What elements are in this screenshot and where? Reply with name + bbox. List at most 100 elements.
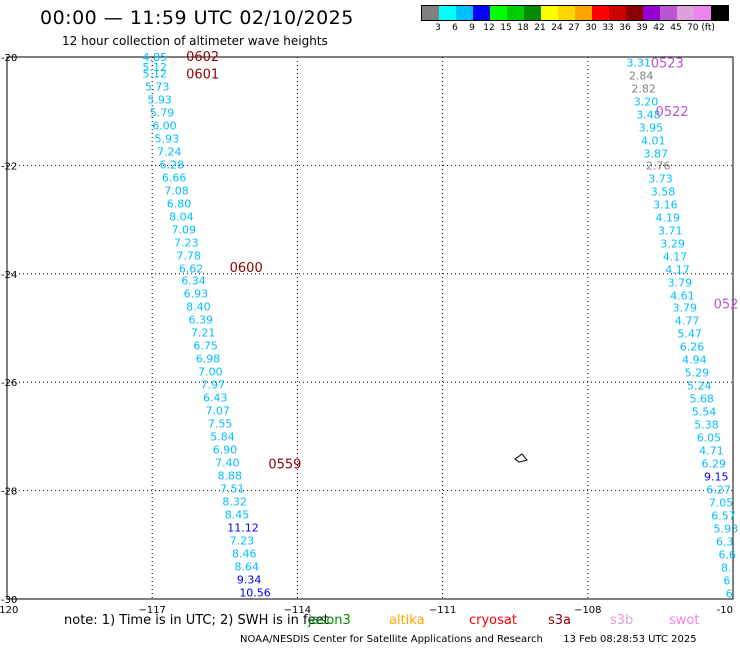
satellite-s3a: s3a xyxy=(548,613,572,628)
legend-swatch xyxy=(711,6,728,20)
legend-swatch xyxy=(490,6,507,20)
lat-tick-label: -28 xyxy=(1,487,17,498)
lon-tick-label: -120 xyxy=(0,605,18,616)
swh-value: 8.46 xyxy=(232,547,257,560)
swh-value: 6.98 xyxy=(196,352,221,365)
map-frame xyxy=(6,56,734,600)
swh-value: 6.90 xyxy=(213,443,238,456)
swh-value: 4.01 xyxy=(641,134,666,147)
legend-swatch xyxy=(643,6,660,20)
lat-tick-label: -26 xyxy=(1,378,17,389)
track-west: 4.855.125.125.735.935.796.005.937.246.28… xyxy=(143,51,271,599)
swh-value: 8. xyxy=(721,562,732,575)
swh-value: 3.95 xyxy=(639,121,664,134)
legend-swatch xyxy=(558,6,575,20)
swh-value: 3.79 xyxy=(673,301,698,314)
swh-value: 7.05 xyxy=(709,497,734,510)
swh-value: 4.19 xyxy=(656,211,681,224)
swh-value: 3.79 xyxy=(668,276,693,289)
legend-swatch xyxy=(473,6,490,20)
swh-value: 5.24 xyxy=(687,379,712,392)
lon-tick-label: −111 xyxy=(429,605,456,616)
swh-value: 11.12 xyxy=(227,521,259,534)
legend-swatch xyxy=(677,6,694,20)
axis-ticks: -120 −117 −114 −111 −108 -10 -20 -22 -24 -26 -28 -3… xyxy=(0,53,733,616)
legend-label: 15 xyxy=(500,23,512,33)
legend-swatch xyxy=(694,6,711,20)
swh-value: 5.12 xyxy=(143,67,168,80)
legend-swatch xyxy=(422,6,439,20)
map-title: 00:00 — 11:59 UTC 02/10/2025 xyxy=(40,7,354,29)
swh-value: 7.23 xyxy=(174,236,199,249)
legend-label: 3 xyxy=(435,23,441,33)
swh-value: 3.48 xyxy=(636,108,661,121)
swh-value: 6.28 xyxy=(159,158,184,171)
swh-value: 5.84 xyxy=(210,430,235,443)
time-label: 0602 xyxy=(186,50,219,65)
legend-label: 24 xyxy=(551,23,563,33)
time-label: 0600 xyxy=(230,261,263,276)
swh-value: 8.40 xyxy=(186,300,211,313)
swh-value: 5.12 xyxy=(143,61,168,74)
legend-label: 9 xyxy=(469,23,475,33)
legend-label: 27 xyxy=(568,23,580,33)
legend-label: 6 xyxy=(452,23,458,33)
legend-label: 21 xyxy=(534,23,546,33)
swh-value: 7.09 xyxy=(172,223,197,236)
legend-swatch xyxy=(575,6,592,20)
swh-value: 4.94 xyxy=(682,353,707,366)
legend-label: 33 xyxy=(602,23,614,33)
swh-value: 3.20 xyxy=(634,95,659,108)
swh-value: 6.39 xyxy=(189,313,214,326)
easter-island-outline xyxy=(514,453,528,463)
swh-value: 8.88 xyxy=(218,469,243,482)
swh-value: 2.82 xyxy=(631,82,656,95)
map-note: note: 1) Time is in UTC; 2) SWH is in fe… xyxy=(64,613,329,628)
legend-swatch xyxy=(592,6,609,20)
swh-value: 5.93 xyxy=(147,93,172,106)
swh-value: 5.29 xyxy=(685,366,710,379)
legend-swatch xyxy=(660,6,677,20)
swh-value: 3.71 xyxy=(658,224,683,237)
swh-value: 6.26 xyxy=(680,340,705,353)
swh-value: 2.76 xyxy=(646,159,671,172)
swh-value: 5.93 xyxy=(155,132,180,145)
swh-value: 4.17 xyxy=(665,263,690,276)
swh-value: 7.08 xyxy=(164,184,189,197)
swh-value: 6.57 xyxy=(711,510,736,523)
swh-value: 8.64 xyxy=(234,560,258,573)
time-label: 0521 xyxy=(714,298,740,313)
legend-labels: 3 6 9 12 15 18 21 24 27 30 33 36 39 42 45 70 (ft) xyxy=(421,21,731,33)
swh-value: 7.23 xyxy=(230,534,255,547)
lat-tick-label: -22 xyxy=(1,161,17,172)
legend-swatch xyxy=(626,6,643,20)
legend-swatch xyxy=(439,6,456,20)
legend-swatch xyxy=(609,6,626,20)
swh-value: 6.6 xyxy=(718,549,736,562)
swh-value: 5.47 xyxy=(677,327,702,340)
swh-value: 4.85 xyxy=(143,51,168,64)
swh-value: 7.97 xyxy=(201,378,226,391)
track-time-labels: 0602 0601 0600 0559 0523 0522 0521 xyxy=(186,50,740,473)
lon-tick-label: −117 xyxy=(138,605,165,616)
swh-value: 6.3 xyxy=(716,536,734,549)
swh-value: 5.73 xyxy=(145,80,170,93)
swh-value: 6 xyxy=(723,575,730,588)
legend-label: 42 xyxy=(653,23,665,33)
swh-value: 10.56 xyxy=(239,586,271,599)
lat-tick-label: -20 xyxy=(1,53,17,64)
time-label: 0522 xyxy=(656,105,689,120)
lat-tick-label: -30 xyxy=(1,595,17,606)
legend-label: 30 xyxy=(585,23,597,33)
swh-value: 6.05 xyxy=(697,431,722,444)
time-label: 0601 xyxy=(186,67,219,82)
swh-value: 6.43 xyxy=(203,391,228,404)
swh-value: 3.16 xyxy=(653,198,678,211)
lon-tick-label: −114 xyxy=(284,605,311,616)
swh-value: 8.45 xyxy=(225,508,250,521)
island-outline xyxy=(514,453,528,463)
satellite-s3b: s3b xyxy=(610,613,634,628)
swh-value: 3.58 xyxy=(651,185,676,198)
satellite-swot: swot xyxy=(669,613,700,628)
